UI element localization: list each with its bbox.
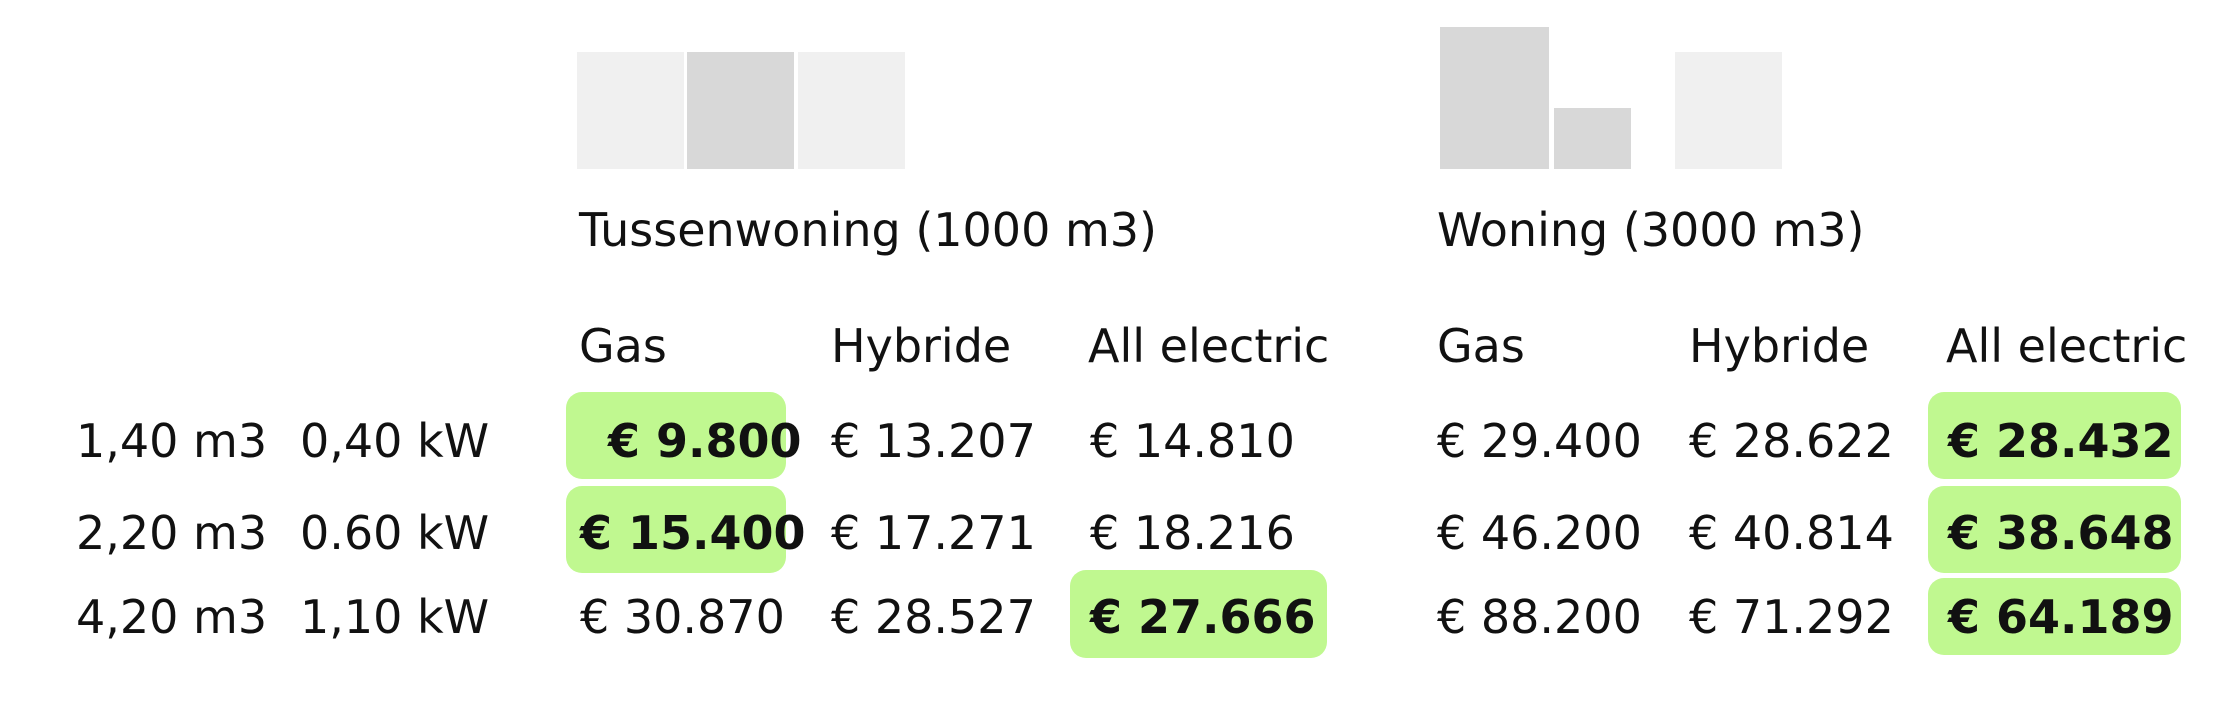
column-header-all-electric-1: All electric [1088, 319, 1330, 373]
row1-woning-gas-value: € 29.400 [1437, 414, 1642, 468]
house-block-right-2 [1675, 52, 1782, 169]
row3-woning-electric-value: € 64.189 [1948, 590, 2174, 644]
row3-tussen-electric-value: € 27.666 [1090, 590, 1316, 644]
row1-gas-usage: 1,40 m3 [76, 414, 268, 468]
row3-tussen-gas-value: € 30.870 [580, 590, 785, 644]
row1-power: 0,40 kW [300, 414, 490, 468]
house-block-tall-2 [1440, 27, 1549, 169]
group-title-tussenwoning: Tussenwoning (1000 m3) [579, 203, 1157, 257]
column-header-all-electric-2: All electric [1946, 319, 2188, 373]
highlight-row3-all-electric-2 [1928, 578, 2181, 655]
column-header-hybride-1: Hybride [831, 319, 1012, 373]
house-block-center-1 [687, 52, 794, 169]
column-header-hybride-2: Hybride [1689, 319, 1870, 373]
row3-power: 1,10 kW [300, 590, 490, 644]
row1-woning-electric-value: € 28.432 [1948, 414, 2174, 468]
highlight-row2-gas-1 [566, 486, 786, 573]
row2-tussen-hybride-value: € 17.271 [831, 506, 1036, 560]
row2-woning-gas-value: € 46.200 [1437, 506, 1642, 560]
highlight-row1-gas-1 [566, 392, 786, 479]
row2-gas-usage: 2,20 m3 [76, 506, 268, 560]
row2-power: 0.60 kW [300, 506, 490, 560]
row1-tussen-gas-value: € 9.800 [608, 414, 802, 468]
row3-woning-hybride-value: € 71.292 [1689, 590, 1894, 644]
house-block-left-1 [577, 52, 684, 169]
row2-woning-hybride-value: € 40.814 [1689, 506, 1894, 560]
row3-woning-gas-value: € 88.200 [1437, 590, 1642, 644]
row3-tussen-hybride-value: € 28.527 [831, 590, 1036, 644]
highlight-row2-all-electric-2 [1928, 486, 2181, 573]
row2-tussen-gas-value: € 15.400 [580, 506, 806, 560]
row1-tussen-electric-value: € 14.810 [1090, 414, 1295, 468]
column-header-gas-1: Gas [579, 319, 667, 373]
row3-gas-usage: 4,20 m3 [76, 590, 268, 644]
row1-tussen-hybride-value: € 13.207 [831, 414, 1036, 468]
row2-tussen-electric-value: € 18.216 [1090, 506, 1295, 560]
house-block-right-1 [798, 52, 905, 169]
house-block-short-2 [1554, 108, 1631, 169]
row2-woning-electric-value: € 38.648 [1948, 506, 2174, 560]
column-header-gas-2: Gas [1437, 319, 1525, 373]
highlight-row1-all-electric-2 [1928, 392, 2181, 479]
group-title-woning: Woning (3000 m3) [1437, 203, 1865, 257]
highlight-row3-all-electric-1 [1070, 570, 1327, 658]
row1-woning-hybride-value: € 28.622 [1689, 414, 1894, 468]
